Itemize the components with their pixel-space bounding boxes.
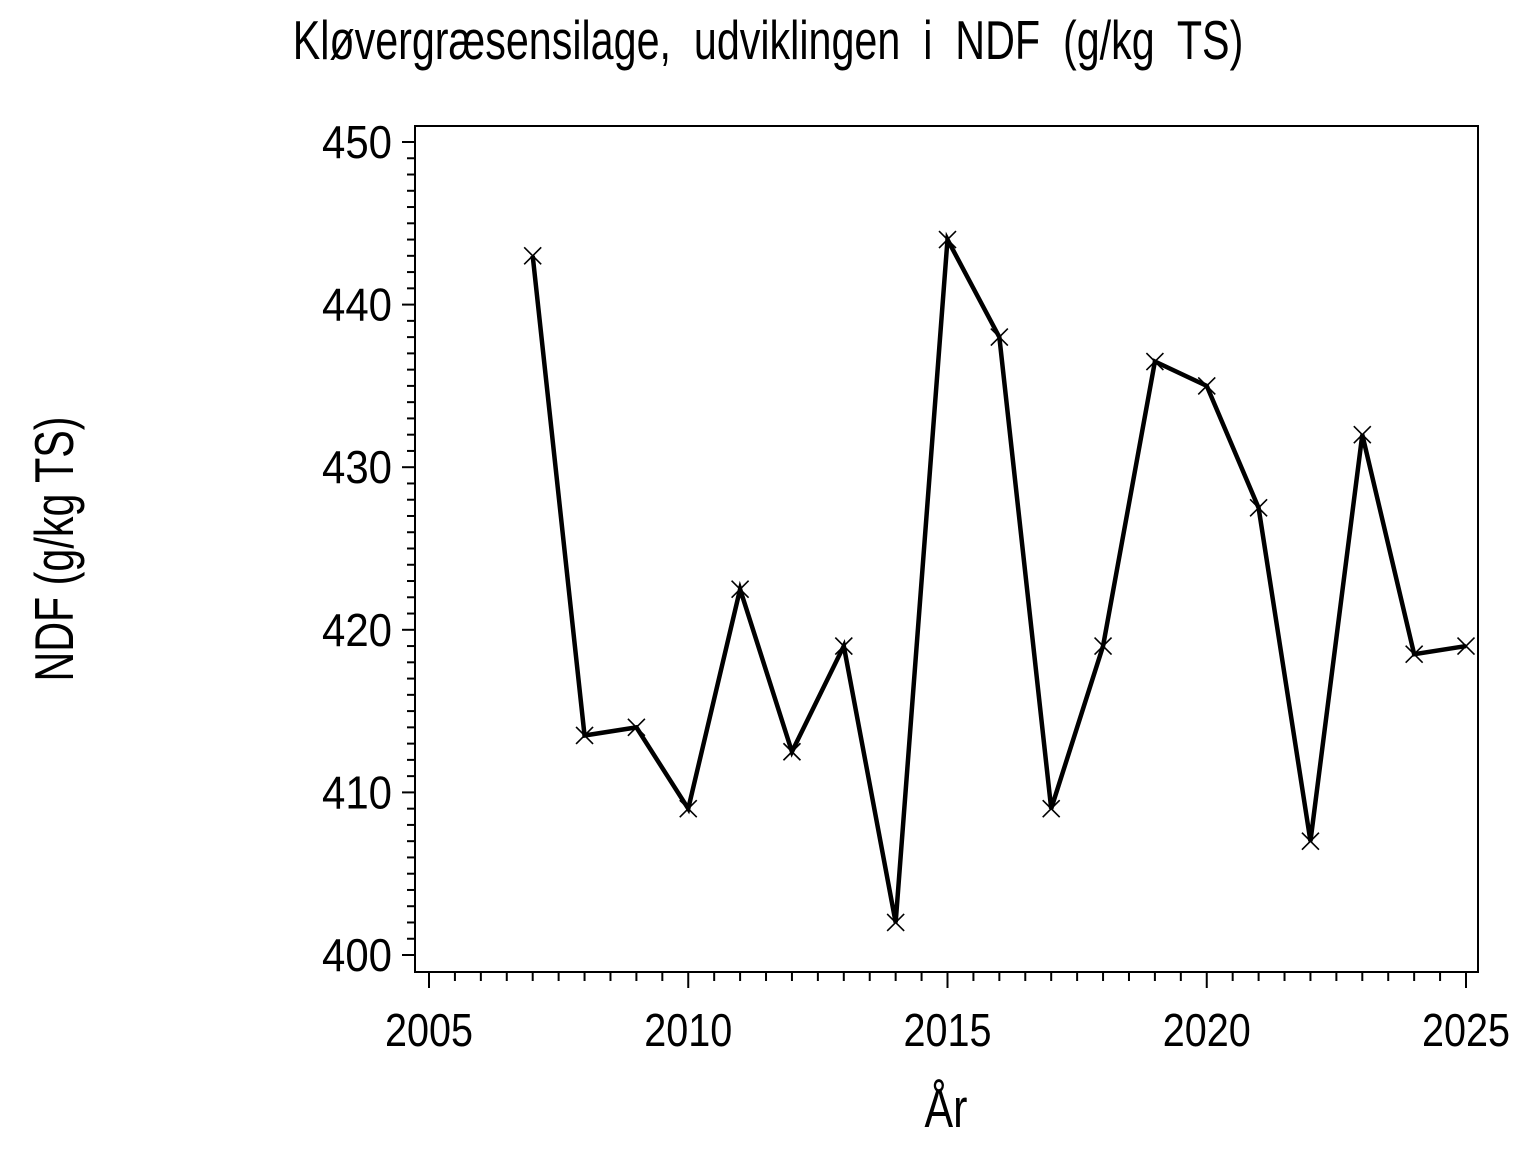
y-tick-label: 410: [322, 766, 392, 818]
data-point-marker: [1249, 498, 1268, 517]
x-tick-label: 2015: [904, 1004, 992, 1056]
data-point-marker: [523, 246, 542, 265]
x-axis-label: År: [924, 1077, 968, 1139]
y-tick-label: 400: [322, 929, 392, 981]
series-line: [530, 231, 1467, 923]
data-point-marker: [1405, 645, 1424, 664]
data-point-marker: [731, 580, 750, 599]
data-point-marker: [782, 742, 802, 761]
data-point-marker: [1301, 832, 1320, 851]
data-point-marker: [834, 636, 853, 656]
chart-title: Kløvergræsensilage, udviklingen i NDF (g…: [292, 9, 1244, 71]
data-point-marker: [1353, 425, 1372, 444]
y-tick-label: 450: [322, 116, 392, 168]
data-point-marker: [990, 328, 1009, 347]
data-point-marker: [679, 799, 698, 818]
y-tick-label: 440: [322, 279, 392, 331]
data-point-marker: [1145, 352, 1164, 371]
x-tick-label: 2025: [1422, 1004, 1510, 1056]
y-tick-label: 420: [322, 604, 392, 656]
data-point-marker: [886, 913, 905, 932]
data-point-marker: [1197, 376, 1216, 395]
data-point-marker: [1093, 636, 1113, 656]
x-tick-label: 2020: [1163, 1004, 1251, 1056]
data-point-marker: [627, 718, 646, 737]
x-tick-label: 2010: [644, 1004, 732, 1056]
data-point-marker: [1456, 636, 1476, 656]
data-point-marker: [938, 230, 957, 249]
data-point-marker: [1042, 799, 1061, 818]
y-tick-label: 430: [322, 441, 392, 493]
data-point-marker: [575, 726, 594, 745]
x-tick-label: 2005: [385, 1004, 473, 1056]
